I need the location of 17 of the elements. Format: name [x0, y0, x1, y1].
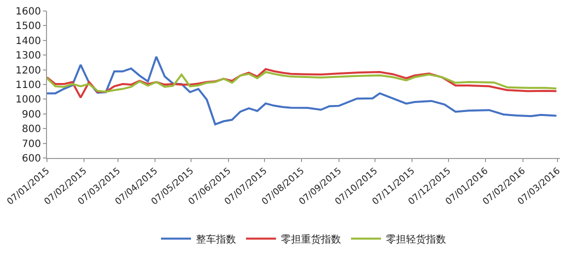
y-tick-label: 800 [22, 124, 41, 136]
y-tick-label: 1300 [16, 50, 41, 62]
y-tick-label: 1100 [16, 80, 41, 91]
y-tick-label: 1200 [16, 65, 41, 76]
line-series [47, 68, 558, 99]
y-tick-label: 1600 [16, 6, 41, 18]
legend-label: 零担轻货指数 [386, 234, 446, 246]
y-tick-label: 600 [22, 154, 41, 164]
y-tick-label: 1500 [16, 21, 41, 32]
legend-label: 零担重货指数 [281, 234, 341, 246]
line-series [47, 56, 558, 126]
line-series [47, 71, 558, 93]
legend-label: 整车指数 [196, 234, 236, 246]
y-tick-label: 700 [22, 138, 41, 150]
y-tick-label: 900 [22, 109, 41, 120]
y-tick-label: 1000 [16, 94, 41, 106]
y-tick-label: 1400 [16, 36, 41, 47]
